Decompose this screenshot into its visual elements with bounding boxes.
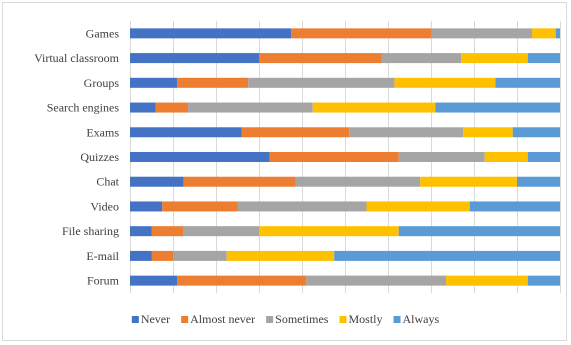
- bar-segment-video-never: [130, 201, 163, 212]
- category-label-e-mail: E-mail: [86, 249, 119, 263]
- legend-label: Never: [141, 312, 170, 326]
- bar-segment-video-sometimes: [237, 201, 367, 212]
- bar-segment-exams-always: [512, 127, 560, 138]
- bar-segment-games-mostly: [532, 28, 556, 39]
- bar-segment-groups-always: [495, 77, 560, 88]
- legend-swatch: [393, 316, 401, 323]
- bar-segment-file-sharing-mostly: [259, 226, 399, 237]
- category-label-games: Games: [86, 26, 120, 40]
- bar-segment-search-engines-sometimes: [188, 102, 313, 113]
- legend-item: Never: [131, 312, 170, 326]
- bar-segment-chat-always: [517, 176, 560, 187]
- bar-segment-e-mail-sometimes: [173, 250, 227, 261]
- bar-segment-virtual-classroom-almost-never: [259, 53, 382, 64]
- bar-segment-quizzes-mostly: [484, 152, 528, 162]
- category-label-exams: Exams: [86, 125, 119, 139]
- bar-segment-forum-mostly: [446, 275, 528, 286]
- bar-segment-games-never: [130, 28, 292, 39]
- legend-item: Mostly: [339, 312, 383, 326]
- bar-segment-groups-mostly: [394, 77, 496, 88]
- bar-segment-search-engines-never: [130, 102, 156, 113]
- bar-segment-chat-never: [130, 176, 184, 187]
- bar-segment-forum-always: [527, 275, 560, 286]
- bar-segment-quizzes-sometimes: [398, 152, 485, 162]
- bar-segment-forum-almost-never: [177, 275, 307, 286]
- bar-segment-forum-sometimes: [306, 275, 447, 286]
- bar-segment-virtual-classroom-sometimes: [381, 53, 462, 64]
- bar-segment-file-sharing-sometimes: [183, 226, 259, 237]
- legend-item: Sometimes: [266, 312, 329, 326]
- bar-segment-games-always: [555, 28, 560, 39]
- bar-segment-groups-sometimes: [248, 77, 395, 88]
- category-label-groups: Groups: [84, 76, 120, 90]
- legend-swatch: [181, 316, 189, 323]
- bar-segment-quizzes-never: [130, 152, 270, 162]
- legend-label: Almost never: [190, 312, 255, 326]
- bar-segment-games-almost-never: [291, 28, 431, 39]
- category-label-forum: Forum: [87, 274, 120, 288]
- bar-segment-groups-almost-never: [177, 77, 249, 88]
- bar-segment-virtual-classroom-mostly: [461, 53, 528, 64]
- bars: [130, 28, 560, 286]
- bar-segment-chat-mostly: [420, 176, 517, 187]
- bar-segment-quizzes-always: [527, 152, 560, 162]
- category-label-file-sharing: File sharing: [62, 224, 119, 238]
- bar-segment-exams-almost-never: [241, 127, 350, 138]
- legend-swatch: [339, 316, 347, 323]
- bar-segment-virtual-classroom-never: [130, 53, 259, 64]
- category-labels: Games Virtual classroom Groups Search engin…: [34, 26, 120, 287]
- bar-segment-video-mostly: [366, 201, 470, 212]
- bar-segment-file-sharing-almost-never: [151, 226, 184, 237]
- legend-label: Sometimes: [275, 312, 329, 326]
- bar-segment-games-sometimes: [431, 28, 533, 39]
- category-label-chat: Chat: [96, 175, 119, 189]
- legend-swatch: [266, 316, 274, 323]
- category-label-quizzes: Quizzes: [80, 150, 119, 164]
- bar-segment-quizzes-almost-never: [269, 152, 399, 162]
- bar-segment-e-mail-almost-never: [151, 250, 173, 261]
- legend-item: Always: [393, 312, 440, 326]
- bar-segment-e-mail-mostly: [226, 250, 335, 261]
- bar-segment-exams-mostly: [463, 127, 513, 138]
- bar-segment-search-engines-always: [435, 102, 560, 113]
- bar-segment-forum-never: [130, 275, 178, 286]
- bar-segment-file-sharing-always: [398, 226, 560, 237]
- bar-segment-exams-never: [130, 127, 242, 138]
- bar-segment-search-engines-mostly: [312, 102, 436, 113]
- category-label-search-engines: Search engines: [47, 101, 120, 115]
- legend-swatch: [131, 316, 139, 323]
- bar-segment-e-mail-never: [130, 250, 152, 261]
- bar-segment-video-always: [469, 201, 560, 212]
- legend-label: Mostly: [348, 312, 382, 326]
- bar-segment-virtual-classroom-always: [527, 53, 560, 64]
- bar-segment-exams-sometimes: [349, 127, 464, 138]
- bar-segment-groups-never: [130, 77, 178, 88]
- legend-item: Almost never: [181, 312, 255, 326]
- bar-segment-file-sharing-never: [130, 226, 152, 237]
- legend: Never Almost never Sometimes Mostly Always: [131, 312, 440, 326]
- category-label-video: Video: [90, 199, 119, 213]
- bar-segment-e-mail-always: [334, 250, 560, 261]
- legend-label: Always: [403, 312, 440, 326]
- category-label-virtual-classroom: Virtual classroom: [34, 51, 120, 65]
- bar-segment-video-almost-never: [162, 201, 238, 212]
- bar-segment-chat-sometimes: [295, 176, 421, 187]
- bar-segment-search-engines-almost-never: [155, 102, 189, 113]
- bar-segment-chat-almost-never: [183, 176, 296, 187]
